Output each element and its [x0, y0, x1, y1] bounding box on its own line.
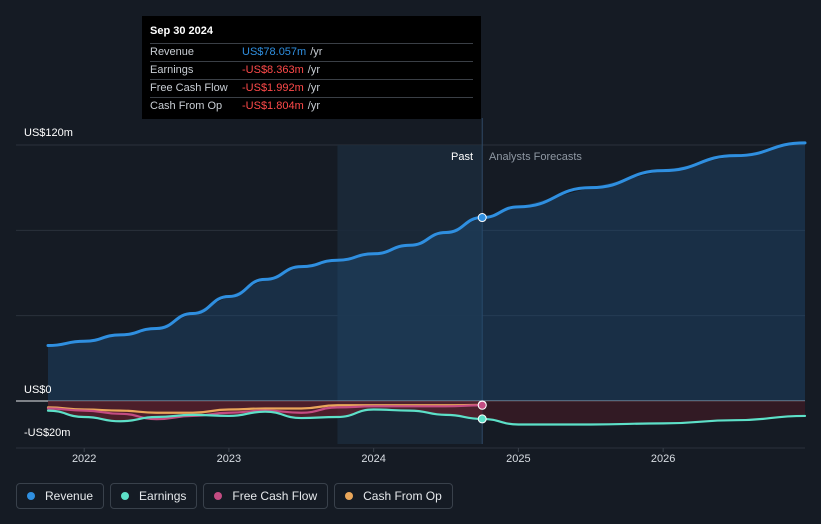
tooltip-date: Sep 30 2024 — [150, 25, 213, 37]
tooltip-unit: /yr — [307, 82, 320, 94]
x-axis-ticks: 2022 2023 2024 2025 2026 — [72, 448, 675, 465]
y-axis-bottom-label: -US$20m — [24, 427, 70, 439]
tooltip-label: Cash From Op — [150, 100, 223, 112]
revenue-line — [46, 216, 484, 348]
tooltip-value: -US$8.363m — [242, 64, 304, 76]
tooltip-unit: /yr — [307, 64, 320, 76]
forecast-label: Analysts Forecasts — [489, 151, 582, 163]
x-tick-label: 2026 — [651, 453, 675, 465]
free-cash-flow-marker — [477, 400, 487, 410]
revenue-marker — [477, 213, 487, 223]
tooltip-row-free-cash-flow: Free Cash Flow -US$1.992m /yr — [150, 79, 473, 97]
legend-dot-icon — [27, 492, 35, 500]
tooltip-value: -US$1.992m — [242, 82, 304, 94]
tooltip-unit: /yr — [310, 46, 323, 58]
legend-item-revenue[interactable]: Revenue — [16, 483, 105, 509]
legend-label: Free Cash Flow — [232, 489, 318, 503]
grid-lines — [16, 118, 805, 449]
x-tick-label: 2024 — [361, 453, 385, 465]
legend-item-free-cash-flow[interactable]: Free Cash Flow — [203, 483, 329, 509]
legend-item-cash-from-op[interactable]: Cash From Op — [334, 483, 453, 509]
data-tooltip: Sep 30 2024 Revenue US$78.057m /yr Earni… — [142, 16, 481, 119]
past-label: Past — [451, 151, 473, 163]
y-axis-top-label: US$120m — [24, 127, 73, 139]
earnings-forecast-negative-area — [482, 401, 805, 425]
earnings-forecast-line — [481, 414, 807, 426]
tooltip-unit: /yr — [307, 100, 320, 112]
chart-lines — [46, 141, 807, 426]
revenue-forecast-line — [480, 141, 807, 220]
y-axis-zero-label: US$0 — [24, 384, 52, 396]
legend-label: Earnings — [139, 489, 187, 503]
legend-label: Revenue — [45, 489, 94, 503]
past-shade-band — [337, 145, 483, 444]
tooltip-label: Earnings — [150, 64, 194, 76]
revenue-area — [48, 142, 805, 401]
tooltip-row-revenue: Revenue US$78.057m /yr — [150, 43, 473, 61]
x-tick-label: 2022 — [72, 453, 96, 465]
legend-dot-icon — [214, 492, 223, 500]
tooltip-label: Revenue — [150, 46, 195, 58]
tooltip-row-earnings: Earnings -US$8.363m /yr — [150, 61, 473, 79]
legend-dot-icon — [121, 492, 130, 500]
tooltip-row-cash-from-op: Cash From Op -US$1.804m /yr — [150, 97, 473, 115]
legend-item-earnings[interactable]: Earnings — [110, 483, 198, 509]
tooltip-value: US$78.057m — [242, 46, 307, 58]
chart-legend: Revenue Earnings Free Cash Flow Cash Fro… — [16, 483, 453, 509]
tooltip-value: -US$1.804m — [242, 100, 304, 112]
x-tick-label: 2023 — [217, 453, 241, 465]
tooltip-label: Free Cash Flow — [150, 82, 228, 94]
legend-label: Cash From Op — [363, 489, 442, 503]
x-tick-label: 2025 — [506, 453, 530, 465]
chart-axes: US$120m US$0 -US$20m Past Analysts Forec… — [24, 127, 582, 439]
legend-dot-icon — [345, 492, 354, 500]
hover-markers — [477, 213, 487, 424]
earnings-marker — [477, 414, 487, 424]
earnings-line — [46, 408, 484, 423]
